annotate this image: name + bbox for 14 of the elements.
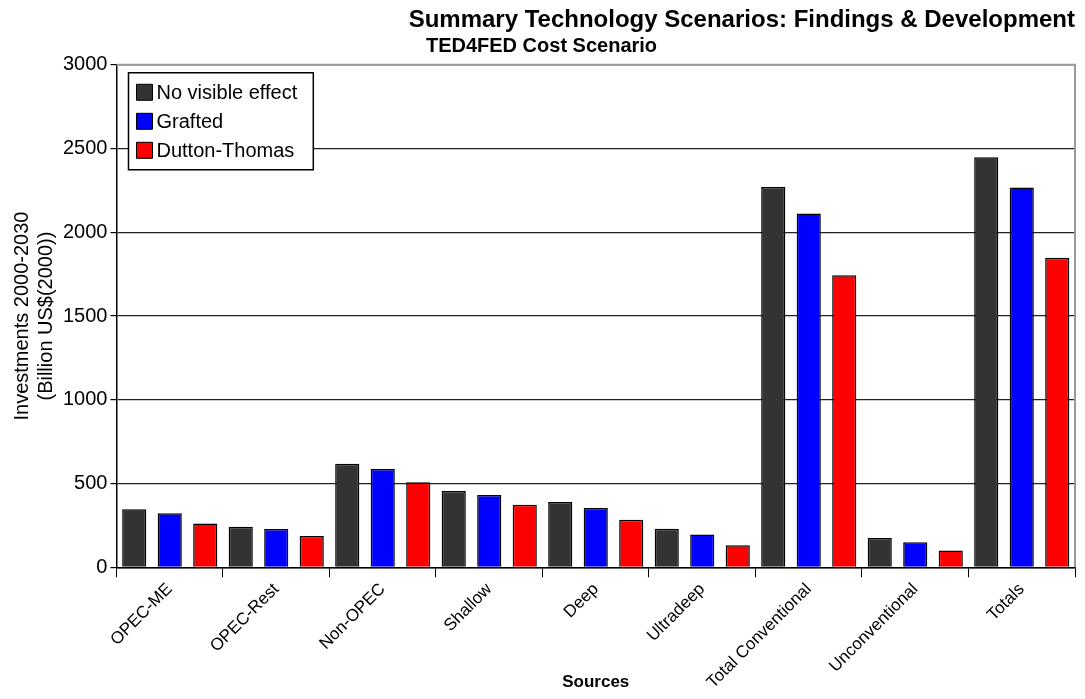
chart-subtitle: TED4FED Cost Scenario — [425, 34, 658, 57]
y-tick-label: 1500 — [62, 303, 108, 326]
y-axis-title: Investments 2000-2030 (Billion US$(2000)) — [9, 211, 56, 421]
y-tick-label: 2500 — [62, 136, 108, 159]
legend-label: Dutton-Thomas — [156, 138, 295, 161]
chart-title: Summary Technology Scenarios: Findings & Development — [408, 5, 1075, 33]
legend-label: No visible effect — [156, 80, 298, 103]
x-axis-title: Sources — [562, 672, 630, 692]
y-tick-label: 1000 — [62, 387, 108, 410]
y-tick-label: 500 — [74, 471, 108, 494]
legend-label: Grafted — [156, 109, 224, 132]
y-tick-label: 0 — [96, 554, 108, 577]
y-tick-label: 2000 — [62, 219, 108, 242]
y-tick-label: 3000 — [62, 52, 108, 75]
